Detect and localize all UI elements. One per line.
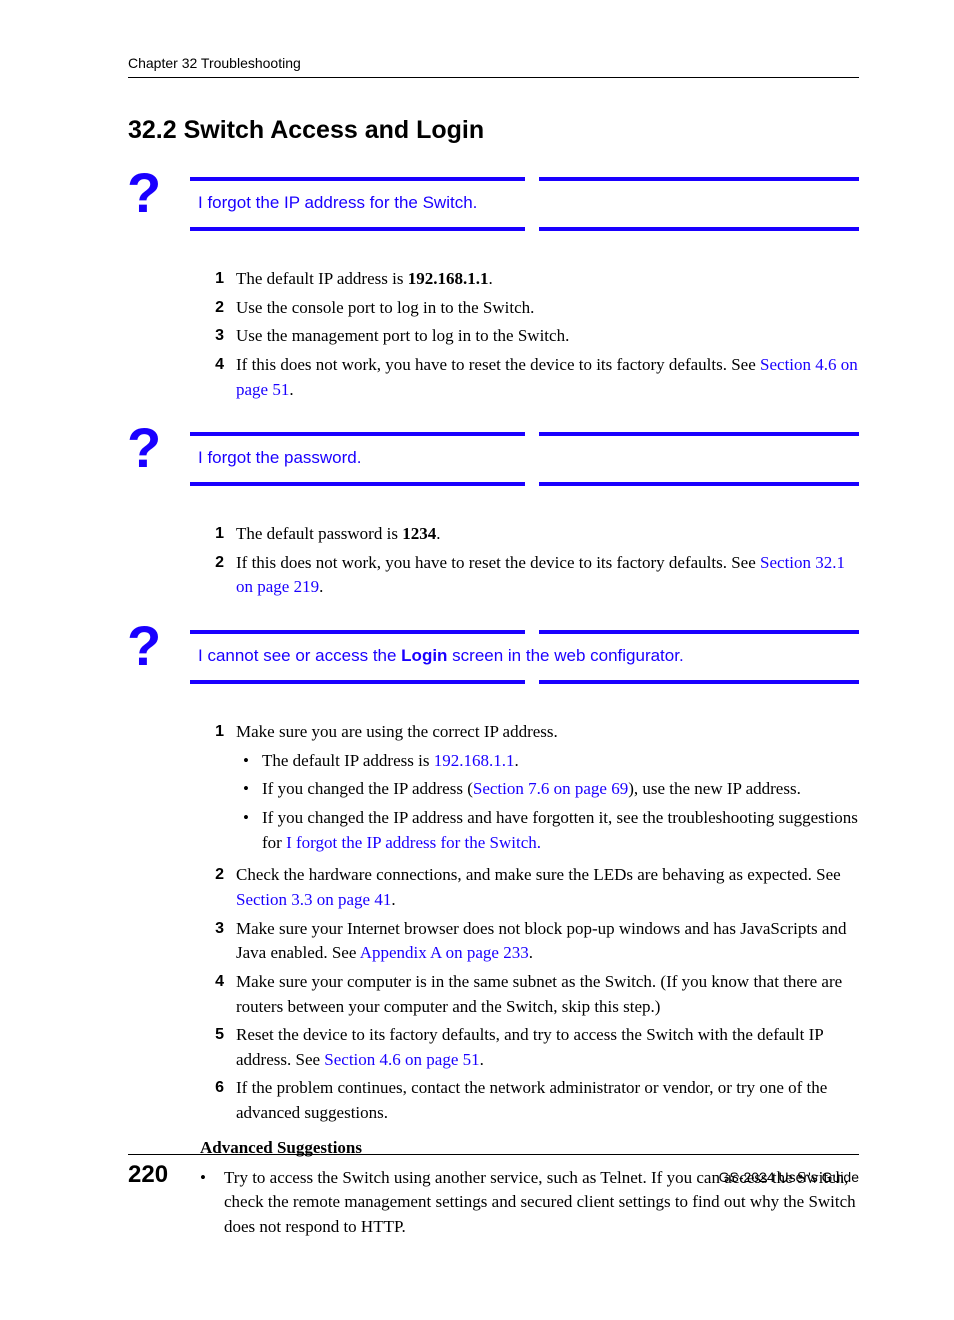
guide-name: GS-2024 User's Guide (719, 1169, 859, 1185)
answer-forgot-password: 1 The default password is 1234. 2 If thi… (200, 522, 859, 600)
question-text: I forgot the IP address for the Switch. (198, 193, 851, 213)
step-item: 4 Make sure your computer is in the same… (200, 970, 859, 1019)
sub-bullet: •The default IP address is 192.168.1.1. (236, 749, 859, 774)
step-text: The default password is (236, 524, 402, 543)
step-text: The default IP address is (236, 269, 408, 288)
cross-ref-link[interactable]: Section 3.3 on page 41 (236, 890, 391, 909)
step-number: 1 (200, 720, 224, 859)
page-footer: 220 GS-2024 User's Guide (128, 1154, 859, 1189)
step-number: 1 (200, 267, 224, 292)
step-body: If this does not work, you have to reset… (236, 551, 859, 600)
step-number: 3 (200, 917, 224, 966)
step-body: The default IP address is 192.168.1.1. (236, 267, 859, 292)
step-text: Make sure you are using the correct IP a… (236, 722, 558, 741)
step-item: 5 Reset the device to its factory defaul… (200, 1023, 859, 1072)
bullet-icon: • (236, 806, 256, 855)
step-number: 6 (200, 1076, 224, 1125)
step-item: 6 If the problem continues, contact the … (200, 1076, 859, 1125)
step-body: Use the console port to log in to the Sw… (236, 296, 859, 321)
step-body: Make sure your computer is in the same s… (236, 970, 859, 1019)
cross-ref-link[interactable]: I forgot the IP address for the Switch. (286, 833, 541, 852)
default-ip: 192.168.1.1 (408, 269, 489, 288)
question-text: I cannot see or access the Login screen … (198, 646, 851, 666)
step-text: If this does not work, you have to reset… (236, 355, 760, 374)
step-body: Check the hardware connections, and make… (236, 863, 859, 912)
question-mark-icon: ? (127, 165, 161, 221)
step-body: If this does not work, you have to reset… (236, 353, 859, 402)
step-item: 1 The default IP address is 192.168.1.1. (200, 267, 859, 292)
bullet-icon: • (236, 749, 256, 774)
step-text-end: . (319, 577, 323, 596)
step-number: 5 (200, 1023, 224, 1072)
question-text-bold: Login (401, 646, 447, 665)
step-text-end: . (436, 524, 440, 543)
step-number: 2 (200, 551, 224, 600)
qa-block-login-screen: ? I cannot see or access the Login scree… (128, 630, 859, 684)
step-number: 4 (200, 970, 224, 1019)
step-text: Make sure your Internet browser does not… (236, 919, 846, 963)
step-number: 1 (200, 522, 224, 547)
question-text: I forgot the password. (198, 448, 851, 468)
section-heading: 32.2 Switch Access and Login (128, 116, 859, 145)
chapter-header: Chapter 32 Troubleshooting (128, 55, 859, 78)
bullet-text-end: ), use the new IP address. (628, 779, 801, 798)
step-text-end: . (289, 380, 293, 399)
default-password: 1234 (402, 524, 436, 543)
question-box: I forgot the password. (190, 432, 859, 486)
step-text: Check the hardware connections, and make… (236, 865, 841, 884)
question-text-pre: I cannot see or access the (198, 646, 401, 665)
question-box: I cannot see or access the Login screen … (190, 630, 859, 684)
bullet-text: If you changed the IP address ( (262, 779, 473, 798)
step-item: 1 Make sure you are using the correct IP… (200, 720, 859, 859)
step-item: 1 The default password is 1234. (200, 522, 859, 547)
question-mark-icon: ? (127, 618, 161, 674)
question-mark-icon: ? (127, 420, 161, 476)
step-item: 2 Check the hardware connections, and ma… (200, 863, 859, 912)
bullet-text-end: . (514, 751, 518, 770)
step-item: 3 Make sure your Internet browser does n… (200, 917, 859, 966)
step-number: 4 (200, 353, 224, 402)
page-number: 220 (128, 1161, 168, 1189)
step-number: 3 (200, 324, 224, 349)
step-item: 2 Use the console port to log in to the … (200, 296, 859, 321)
bullet-text: The default IP address is (262, 751, 434, 770)
step-text-end: . (391, 890, 395, 909)
step-body: Reset the device to its factory defaults… (236, 1023, 859, 1072)
step-item: 3 Use the management port to log in to t… (200, 324, 859, 349)
step-text: If this does not work, you have to reset… (236, 553, 760, 572)
question-text-post: screen in the web configurator. (447, 646, 683, 665)
bullet-body: If you changed the IP address (Section 7… (262, 777, 801, 802)
step-number: 2 (200, 863, 224, 912)
step-body: If the problem continues, contact the ne… (236, 1076, 859, 1125)
question-box: I forgot the IP address for the Switch. (190, 177, 859, 231)
step-item: 4 If this does not work, you have to res… (200, 353, 859, 402)
step-text-end: . (480, 1050, 484, 1069)
answer-forgot-ip: 1 The default IP address is 192.168.1.1.… (200, 267, 859, 402)
cross-ref-link[interactable]: Appendix A on page 233 (360, 943, 529, 962)
step-text-end: . (488, 269, 492, 288)
step-text-end: . (529, 943, 533, 962)
sub-bullet: •If you changed the IP address (Section … (236, 777, 859, 802)
step-body: Use the management port to log in to the… (236, 324, 859, 349)
cross-ref-link[interactable]: Section 7.6 on page 69 (473, 779, 628, 798)
step-body: The default password is 1234. (236, 522, 859, 547)
step-item: 2 If this does not work, you have to res… (200, 551, 859, 600)
sub-bullet: •If you changed the IP address and have … (236, 806, 859, 855)
step-number: 2 (200, 296, 224, 321)
ip-link[interactable]: 192.168.1.1 (434, 751, 515, 770)
qa-block-forgot-password: ? I forgot the password. (128, 432, 859, 486)
step-body: Make sure your Internet browser does not… (236, 917, 859, 966)
cross-ref-link[interactable]: Section 4.6 on page 51 (324, 1050, 479, 1069)
qa-block-forgot-ip: ? I forgot the IP address for the Switch… (128, 177, 859, 231)
bullet-body: The default IP address is 192.168.1.1. (262, 749, 519, 774)
step-body: Make sure you are using the correct IP a… (236, 720, 859, 859)
bullet-icon: • (236, 777, 256, 802)
bullet-body: If you changed the IP address and have f… (262, 806, 859, 855)
